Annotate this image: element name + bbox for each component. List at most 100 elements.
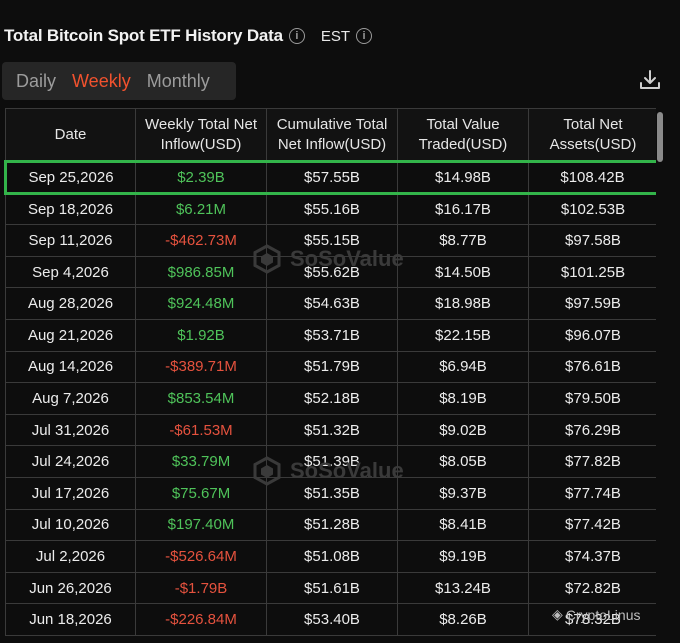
table-row[interactable]: Aug 21,2026 $1.92B $53.71B $22.15B $96.07B xyxy=(5,318,656,352)
cell-value-traded: $16.17B xyxy=(397,192,529,226)
cell-weekly-inflow: $75.67M xyxy=(135,476,267,510)
cell-cumulative-inflow: $51.28B xyxy=(266,508,398,542)
cell-date: Aug 21,2026 xyxy=(5,318,136,352)
page-header: Total Bitcoin Spot ETF History Data i ES… xyxy=(4,22,373,50)
cell-net-assets: $102.53B xyxy=(528,192,656,226)
table-row[interactable]: Jul 2,2026 -$526.64M $51.08B $9.19B $74.37B xyxy=(5,540,656,573)
cell-date: Jul 2,2026 xyxy=(5,540,136,573)
column-header-date[interactable]: Date xyxy=(5,108,136,162)
cell-cumulative-inflow: $51.79B xyxy=(266,350,398,384)
cell-cumulative-inflow: $57.55B xyxy=(266,160,398,195)
table-body: Sep 25,2026 $2.39B $57.55B $14.98B $108.42B S… xyxy=(4,160,656,636)
table-row[interactable]: Jul 24,2026 $33.79M $51.39B $8.05B $77.82B xyxy=(5,445,656,478)
table-row[interactable]: Aug 14,2026 -$389.71M $51.79B $6.94B $76.61B xyxy=(5,350,656,384)
cell-date: Aug 28,2026 xyxy=(5,287,136,320)
table-row[interactable]: Aug 7,2026 $853.54M $52.18B $8.19B $79.50B xyxy=(5,382,656,415)
download-icon[interactable] xyxy=(638,68,662,92)
cell-date: Jun 18,2026 xyxy=(5,603,136,636)
cell-value-traded: $9.02B xyxy=(397,413,529,447)
column-header-net-assets[interactable]: Total Net Assets(USD) xyxy=(528,108,656,162)
cell-weekly-inflow: $2.39B xyxy=(135,160,267,195)
table-row[interactable]: Sep 11,2026 -$462.73M $55.15B $8.77B $97.58B xyxy=(5,224,656,257)
cell-cumulative-inflow: $51.32B xyxy=(266,413,398,447)
cell-net-assets: $76.61B xyxy=(528,350,656,384)
cell-net-assets: $79.50B xyxy=(528,382,656,415)
cell-cumulative-inflow: $51.08B xyxy=(266,540,398,573)
tab-monthly[interactable]: Monthly xyxy=(146,70,210,91)
table-row[interactable]: Jul 17,2026 $75.67M $51.35B $9.37B $77.74B xyxy=(5,476,656,510)
cell-net-assets: $76.29B xyxy=(528,413,656,447)
cell-weekly-inflow: $853.54M xyxy=(135,382,267,415)
cell-weekly-inflow: $1.92B xyxy=(135,318,267,352)
cell-weekly-inflow: -$462.73M xyxy=(135,224,267,257)
cell-value-traded: $22.15B xyxy=(397,318,529,352)
table-header-row: Date Weekly Total Net Inflow(USD) Cumulat… xyxy=(5,108,656,162)
cell-date: Sep 25,2026 xyxy=(4,160,136,195)
cell-date: Sep 4,2026 xyxy=(5,255,136,289)
table-row[interactable]: Aug 28,2026 $924.48M $54.63B $18.98B $97.59B xyxy=(5,287,656,320)
info-icon[interactable]: i xyxy=(288,28,305,44)
cell-cumulative-inflow: $53.71B xyxy=(266,318,398,352)
column-header-weekly-inflow[interactable]: Weekly Total Net Inflow(USD) xyxy=(135,108,267,162)
cell-weekly-inflow: -$226.84M xyxy=(135,603,267,636)
cell-date: Jul 17,2026 xyxy=(5,476,136,510)
cell-weekly-inflow: $197.40M xyxy=(135,508,267,542)
timezone-info-icon[interactable]: i xyxy=(356,28,373,44)
cell-value-traded: $13.24B xyxy=(397,571,529,605)
cell-weekly-inflow: $33.79M xyxy=(135,445,267,478)
cell-weekly-inflow: -$526.64M xyxy=(135,540,267,573)
cell-weekly-inflow: $6.21M xyxy=(135,192,267,226)
etf-history-table: Date Weekly Total Net Inflow(USD) Cumulat… xyxy=(4,108,656,636)
table-row[interactable]: Jul 10,2026 $197.40M $51.28B $8.41B $77.42B xyxy=(5,508,656,542)
cell-net-assets: $77.42B xyxy=(528,508,656,542)
cell-weekly-inflow: -$61.53M xyxy=(135,413,267,447)
cell-value-traded: $14.98B xyxy=(397,160,529,195)
cell-net-assets: $108.42B xyxy=(528,160,656,195)
cell-date: Sep 11,2026 xyxy=(5,224,136,257)
cell-value-traded: $8.19B xyxy=(397,382,529,415)
period-tabs: Daily Weekly Monthly xyxy=(2,62,236,100)
column-header-cumulative-inflow[interactable]: Cumulative Total Net Inflow(USD) xyxy=(266,108,398,162)
cell-date: Jul 24,2026 xyxy=(5,445,136,478)
cell-cumulative-inflow: $52.18B xyxy=(266,382,398,415)
cell-date: Aug 14,2026 xyxy=(5,350,136,384)
tab-daily[interactable]: Daily xyxy=(16,70,57,91)
cell-net-assets: $97.58B xyxy=(528,224,656,257)
cell-net-assets: $77.74B xyxy=(528,476,656,510)
cell-cumulative-inflow: $54.63B xyxy=(266,287,398,320)
table-row[interactable]: Sep 4,2026 $986.85M $55.62B $14.50B $101.25B xyxy=(5,255,656,289)
table-scrollbar[interactable] xyxy=(657,112,663,162)
cell-cumulative-inflow: $55.16B xyxy=(266,192,398,226)
column-header-value-traded[interactable]: Total Value Traded(USD) xyxy=(397,108,529,162)
cell-weekly-inflow: -$389.71M xyxy=(135,350,267,384)
table-row[interactable]: Jul 31,2026 -$61.53M $51.32B $9.02B $76.29B xyxy=(5,413,656,447)
cell-value-traded: $18.98B xyxy=(397,287,529,320)
cell-net-assets: $96.07B xyxy=(528,318,656,352)
cell-cumulative-inflow: $53.40B xyxy=(266,603,398,636)
etf-history-table-container[interactable]: Date Weekly Total Net Inflow(USD) Cumulat… xyxy=(4,108,656,643)
tab-weekly[interactable]: Weekly xyxy=(72,70,131,91)
cell-net-assets: $74.37B xyxy=(528,540,656,573)
cell-weekly-inflow: $924.48M xyxy=(135,287,267,320)
cell-date: Jul 10,2026 xyxy=(5,508,136,542)
cell-net-assets: $78.32B xyxy=(528,603,656,636)
table-row[interactable]: Jun 18,2026 -$226.84M $53.40B $8.26B $78.32B xyxy=(5,603,656,636)
cell-cumulative-inflow: $55.15B xyxy=(266,224,398,257)
cell-value-traded: $9.19B xyxy=(397,540,529,573)
table-row[interactable]: Sep 18,2026 $6.21M $55.16B $16.17B $102.53B xyxy=(5,192,656,226)
cell-net-assets: $77.82B xyxy=(528,445,656,478)
cell-value-traded: $8.77B xyxy=(397,224,529,257)
author-credit: ◈ CryptoLinus xyxy=(552,606,641,623)
diamond-icon: ◈ xyxy=(552,606,563,622)
cell-net-assets: $72.82B xyxy=(528,571,656,605)
table-row[interactable]: Jun 26,2026 -$1.79B $51.61B $13.24B $72.82B xyxy=(5,571,656,605)
cell-date: Aug 7,2026 xyxy=(5,382,136,415)
cell-value-traded: $9.37B xyxy=(397,476,529,510)
cell-cumulative-inflow: $51.61B xyxy=(266,571,398,605)
table-row[interactable]: Sep 25,2026 $2.39B $57.55B $14.98B $108.42B xyxy=(4,160,656,195)
timezone-label[interactable]: EST xyxy=(320,27,351,45)
cell-value-traded: $6.94B xyxy=(397,350,529,384)
cell-cumulative-inflow: $55.62B xyxy=(266,255,398,289)
page-title: Total Bitcoin Spot ETF History Data xyxy=(4,26,283,45)
cell-weekly-inflow: $986.85M xyxy=(135,255,267,289)
